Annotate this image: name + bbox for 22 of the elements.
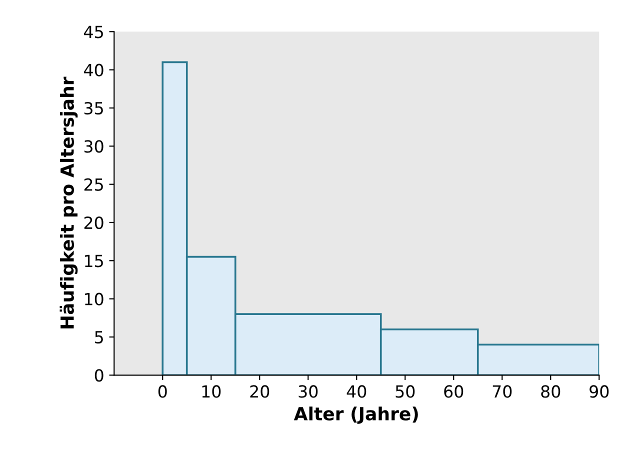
x-tick-label: 30 [298, 385, 318, 398]
y-tick-label: 45 [84, 26, 103, 38]
y-tick-label: 30 [84, 140, 104, 153]
y-tick-label: 0 [94, 369, 104, 382]
y-tick-label: 25 [84, 178, 103, 191]
y-tick-label: 35 [84, 102, 103, 115]
y-tick-label: 15 [85, 254, 103, 268]
x-tick-label: 40 [346, 385, 366, 398]
x-tick-label: 50 [396, 385, 415, 398]
x-tick-label: 0 [158, 385, 167, 398]
y-tick-label: 40 [84, 64, 104, 76]
y-tick-label: 20 [84, 216, 104, 230]
x-tick-label: 60 [444, 385, 464, 398]
x-tick-label: 10 [202, 385, 221, 398]
y-tick-label: 5 [95, 331, 103, 344]
y-axis-title: Häufigkeit pro Altersjahr [60, 76, 78, 328]
x-axis-title: Alter (Jahre) [294, 406, 418, 424]
x-tick-label: 90 [590, 385, 609, 398]
y-tick-label: 10 [85, 292, 104, 306]
x-tick-label: 70 [492, 385, 512, 398]
x-tick-label: 80 [541, 385, 560, 398]
x-tick-label: 20 [250, 385, 270, 398]
